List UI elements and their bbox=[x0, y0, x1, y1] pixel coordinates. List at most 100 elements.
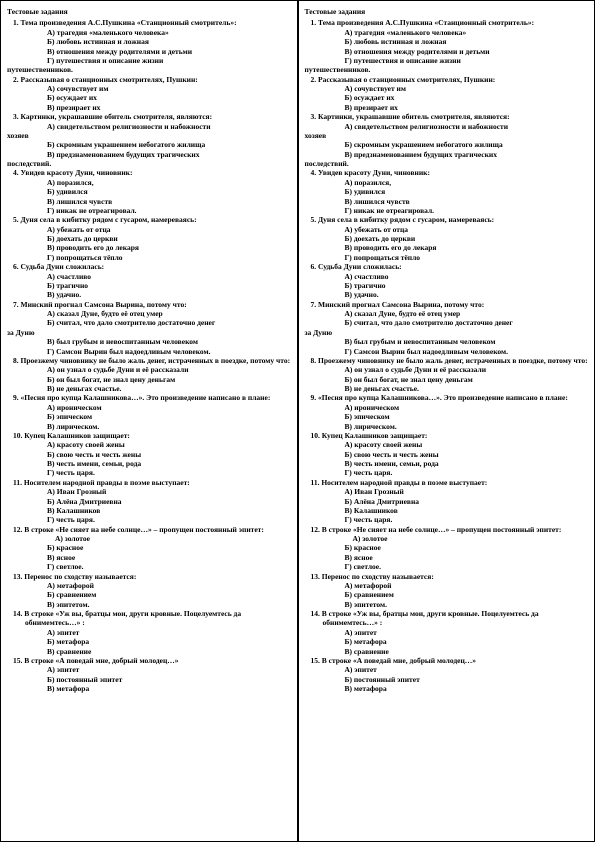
question: 10. Купец Калашников защищает: bbox=[7, 431, 291, 440]
question: 12. В строке «Не сияет на небе солнце…» … bbox=[7, 525, 291, 544]
question: 11. Носителем народной правды в поэме вы… bbox=[7, 478, 291, 487]
option: Г) путешествия и описание жизни bbox=[305, 56, 589, 65]
option: Г) светлое. bbox=[305, 562, 589, 571]
option: В) предзнаменованием будущих трагических bbox=[305, 150, 589, 159]
option: Г) путешествия и описание жизни bbox=[7, 56, 291, 65]
option: А) ироническом bbox=[7, 403, 291, 412]
option: В) сравнение bbox=[305, 647, 589, 656]
option: В) отношения между родителями и детьми bbox=[7, 47, 291, 56]
option: Б) любовь истинная и ложная bbox=[305, 37, 589, 46]
option: Б) красное bbox=[7, 543, 291, 552]
option: В) честь имени, семьи, рода bbox=[7, 459, 291, 468]
continuation: за Дуню bbox=[305, 328, 589, 337]
option: Б) свою честь и честь жены bbox=[305, 450, 589, 459]
option: А) красоту своей жены bbox=[7, 440, 291, 449]
question: 3. Картинки, украшавшие обитель смотрите… bbox=[305, 112, 589, 121]
option: В) отношения между родителями и детьми bbox=[305, 47, 589, 56]
option: А) эпитет bbox=[7, 628, 291, 637]
option: А) красоту своей жены bbox=[305, 440, 589, 449]
question: 8. Проезжему чиновнику не было жаль дене… bbox=[305, 356, 589, 365]
question: 9. «Песня про купца Калашникова…». Это п… bbox=[305, 393, 589, 402]
option: А) он узнал о судьбе Дуни и её рассказал… bbox=[7, 365, 291, 374]
option: Б) он был богат, не знал цену деньгам bbox=[305, 375, 589, 384]
option: Б) доехать до церкви bbox=[305, 234, 589, 243]
option: В) ясное bbox=[305, 553, 589, 562]
option: Г) Самсон Вырин был надоедливым человеко… bbox=[305, 347, 589, 356]
option: Б) он был богат, не знал цену деньгам bbox=[7, 375, 291, 384]
option: В) эпитетом. bbox=[305, 600, 589, 609]
option: Б) трагично bbox=[305, 281, 589, 290]
question: 7. Минский прогнал Самсона Вырина, потом… bbox=[7, 300, 291, 309]
question: 5. Дуня села в кибитку рядом с гусаром, … bbox=[7, 215, 291, 224]
option: В) презирает их bbox=[7, 103, 291, 112]
option: Г) попрощаться тёпло bbox=[305, 253, 589, 262]
option: В) удачно. bbox=[305, 290, 589, 299]
option: А) сочувствует им bbox=[305, 84, 589, 93]
question: 13. Перенос по сходству называется: bbox=[305, 572, 589, 581]
option: Г) Самсон Вырин был надоедливым человеко… bbox=[7, 347, 291, 356]
option: В) метафора bbox=[305, 684, 589, 693]
option: В) эпитетом. bbox=[7, 600, 291, 609]
option: Б) скромным украшением небогатого жилища bbox=[305, 140, 589, 149]
option: А) эпитет bbox=[7, 665, 291, 674]
option: Б) считал, что дало смотрителю достаточн… bbox=[305, 318, 589, 327]
question: 2. Рассказывая о станционных смотрителях… bbox=[7, 75, 291, 84]
option: В) проводить его до лекаря bbox=[305, 243, 589, 252]
option: А) сказал Дуне, будто её отец умер bbox=[305, 309, 589, 318]
option: В) метафора bbox=[7, 684, 291, 693]
option: В) был грубым и невоспитанным человеком bbox=[7, 337, 291, 346]
option: А) свидетельством религиозности и набожн… bbox=[7, 122, 291, 131]
question: 15. В строке «А поведай мне, добрый моло… bbox=[305, 656, 589, 665]
option: А) он узнал о судьбе Дуни и её рассказал… bbox=[305, 365, 589, 374]
option: Б) считал, что дало смотрителю достаточн… bbox=[7, 318, 291, 327]
option: В) честь имени, семьи, рода bbox=[305, 459, 589, 468]
question: 2. Рассказывая о станционных смотрителях… bbox=[305, 75, 589, 84]
continuation: за Дуню bbox=[7, 328, 291, 337]
option: Б) удивился bbox=[7, 187, 291, 196]
question: 6. Судьба Дуни сложилась: bbox=[305, 262, 589, 271]
option: А) сочувствует им bbox=[7, 84, 291, 93]
option: Б) удивился bbox=[305, 187, 589, 196]
question: 1. Тема произведения А.С.Пушкина «Станци… bbox=[7, 18, 291, 27]
option: А) ироническом bbox=[305, 403, 589, 412]
option: Г) светлое. bbox=[7, 562, 291, 571]
option: А) счастливо bbox=[7, 272, 291, 281]
option: А) убежать от отца bbox=[7, 225, 291, 234]
option: В) Калашников bbox=[305, 506, 589, 515]
question: 12. В строке «Не сияет на небе солнце…» … bbox=[305, 525, 589, 544]
option: В) проводить его до лекаря bbox=[7, 243, 291, 252]
option: Г) попрощаться тёпло bbox=[7, 253, 291, 262]
option: В) предзнаменованием будущих трагических bbox=[7, 150, 291, 159]
option: В) был грубым и невоспитанным человеком bbox=[305, 337, 589, 346]
option: Б) сравнением bbox=[305, 590, 589, 599]
question: 14. В строке «Уж вы, братцы мои, други к… bbox=[305, 609, 589, 628]
option: Г) никак не отреагировал. bbox=[7, 206, 291, 215]
option: А) метафорой bbox=[305, 581, 589, 590]
column-header: Тестовые задания bbox=[305, 7, 589, 16]
column-header: Тестовые задания bbox=[7, 7, 291, 16]
option: Г) честь царя. bbox=[7, 515, 291, 524]
right-column: Тестовые задания1. Тема произведения А.С… bbox=[298, 0, 595, 842]
option: В) презирает их bbox=[305, 103, 589, 112]
question: 4. Увидев красоту Дуни, чиновник: bbox=[305, 168, 589, 177]
continuation: путешественников. bbox=[7, 65, 291, 74]
option: В) ясное bbox=[7, 553, 291, 562]
option: А) убежать от отца bbox=[305, 225, 589, 234]
option: Б) доехать до церкви bbox=[7, 234, 291, 243]
continuation: путешественников. bbox=[305, 65, 589, 74]
option: А) трагедия «маленького человека» bbox=[305, 28, 589, 37]
option: В) сравнение bbox=[7, 647, 291, 656]
continuation: хозяев bbox=[7, 131, 291, 140]
option: Г) никак не отреагировал. bbox=[305, 206, 589, 215]
question: 7. Минский прогнал Самсона Вырина, потом… bbox=[305, 300, 589, 309]
option: А) трагедия «маленького человека» bbox=[7, 28, 291, 37]
option: А) поразился, bbox=[305, 178, 589, 187]
option: А) счастливо bbox=[305, 272, 589, 281]
question: 9. «Песня про купца Калашникова…». Это п… bbox=[7, 393, 291, 402]
option: А) Иван Грозный bbox=[7, 487, 291, 496]
left-column: Тестовые задания 1. Тема произведения А.С… bbox=[0, 0, 298, 842]
question: 13. Перенос по сходству называется: bbox=[7, 572, 291, 581]
option: Б) эпическом bbox=[305, 412, 589, 421]
option: Б) свою честь и честь жены bbox=[7, 450, 291, 459]
question: 14. В строке «Уж вы, братцы мои, други к… bbox=[7, 609, 291, 628]
